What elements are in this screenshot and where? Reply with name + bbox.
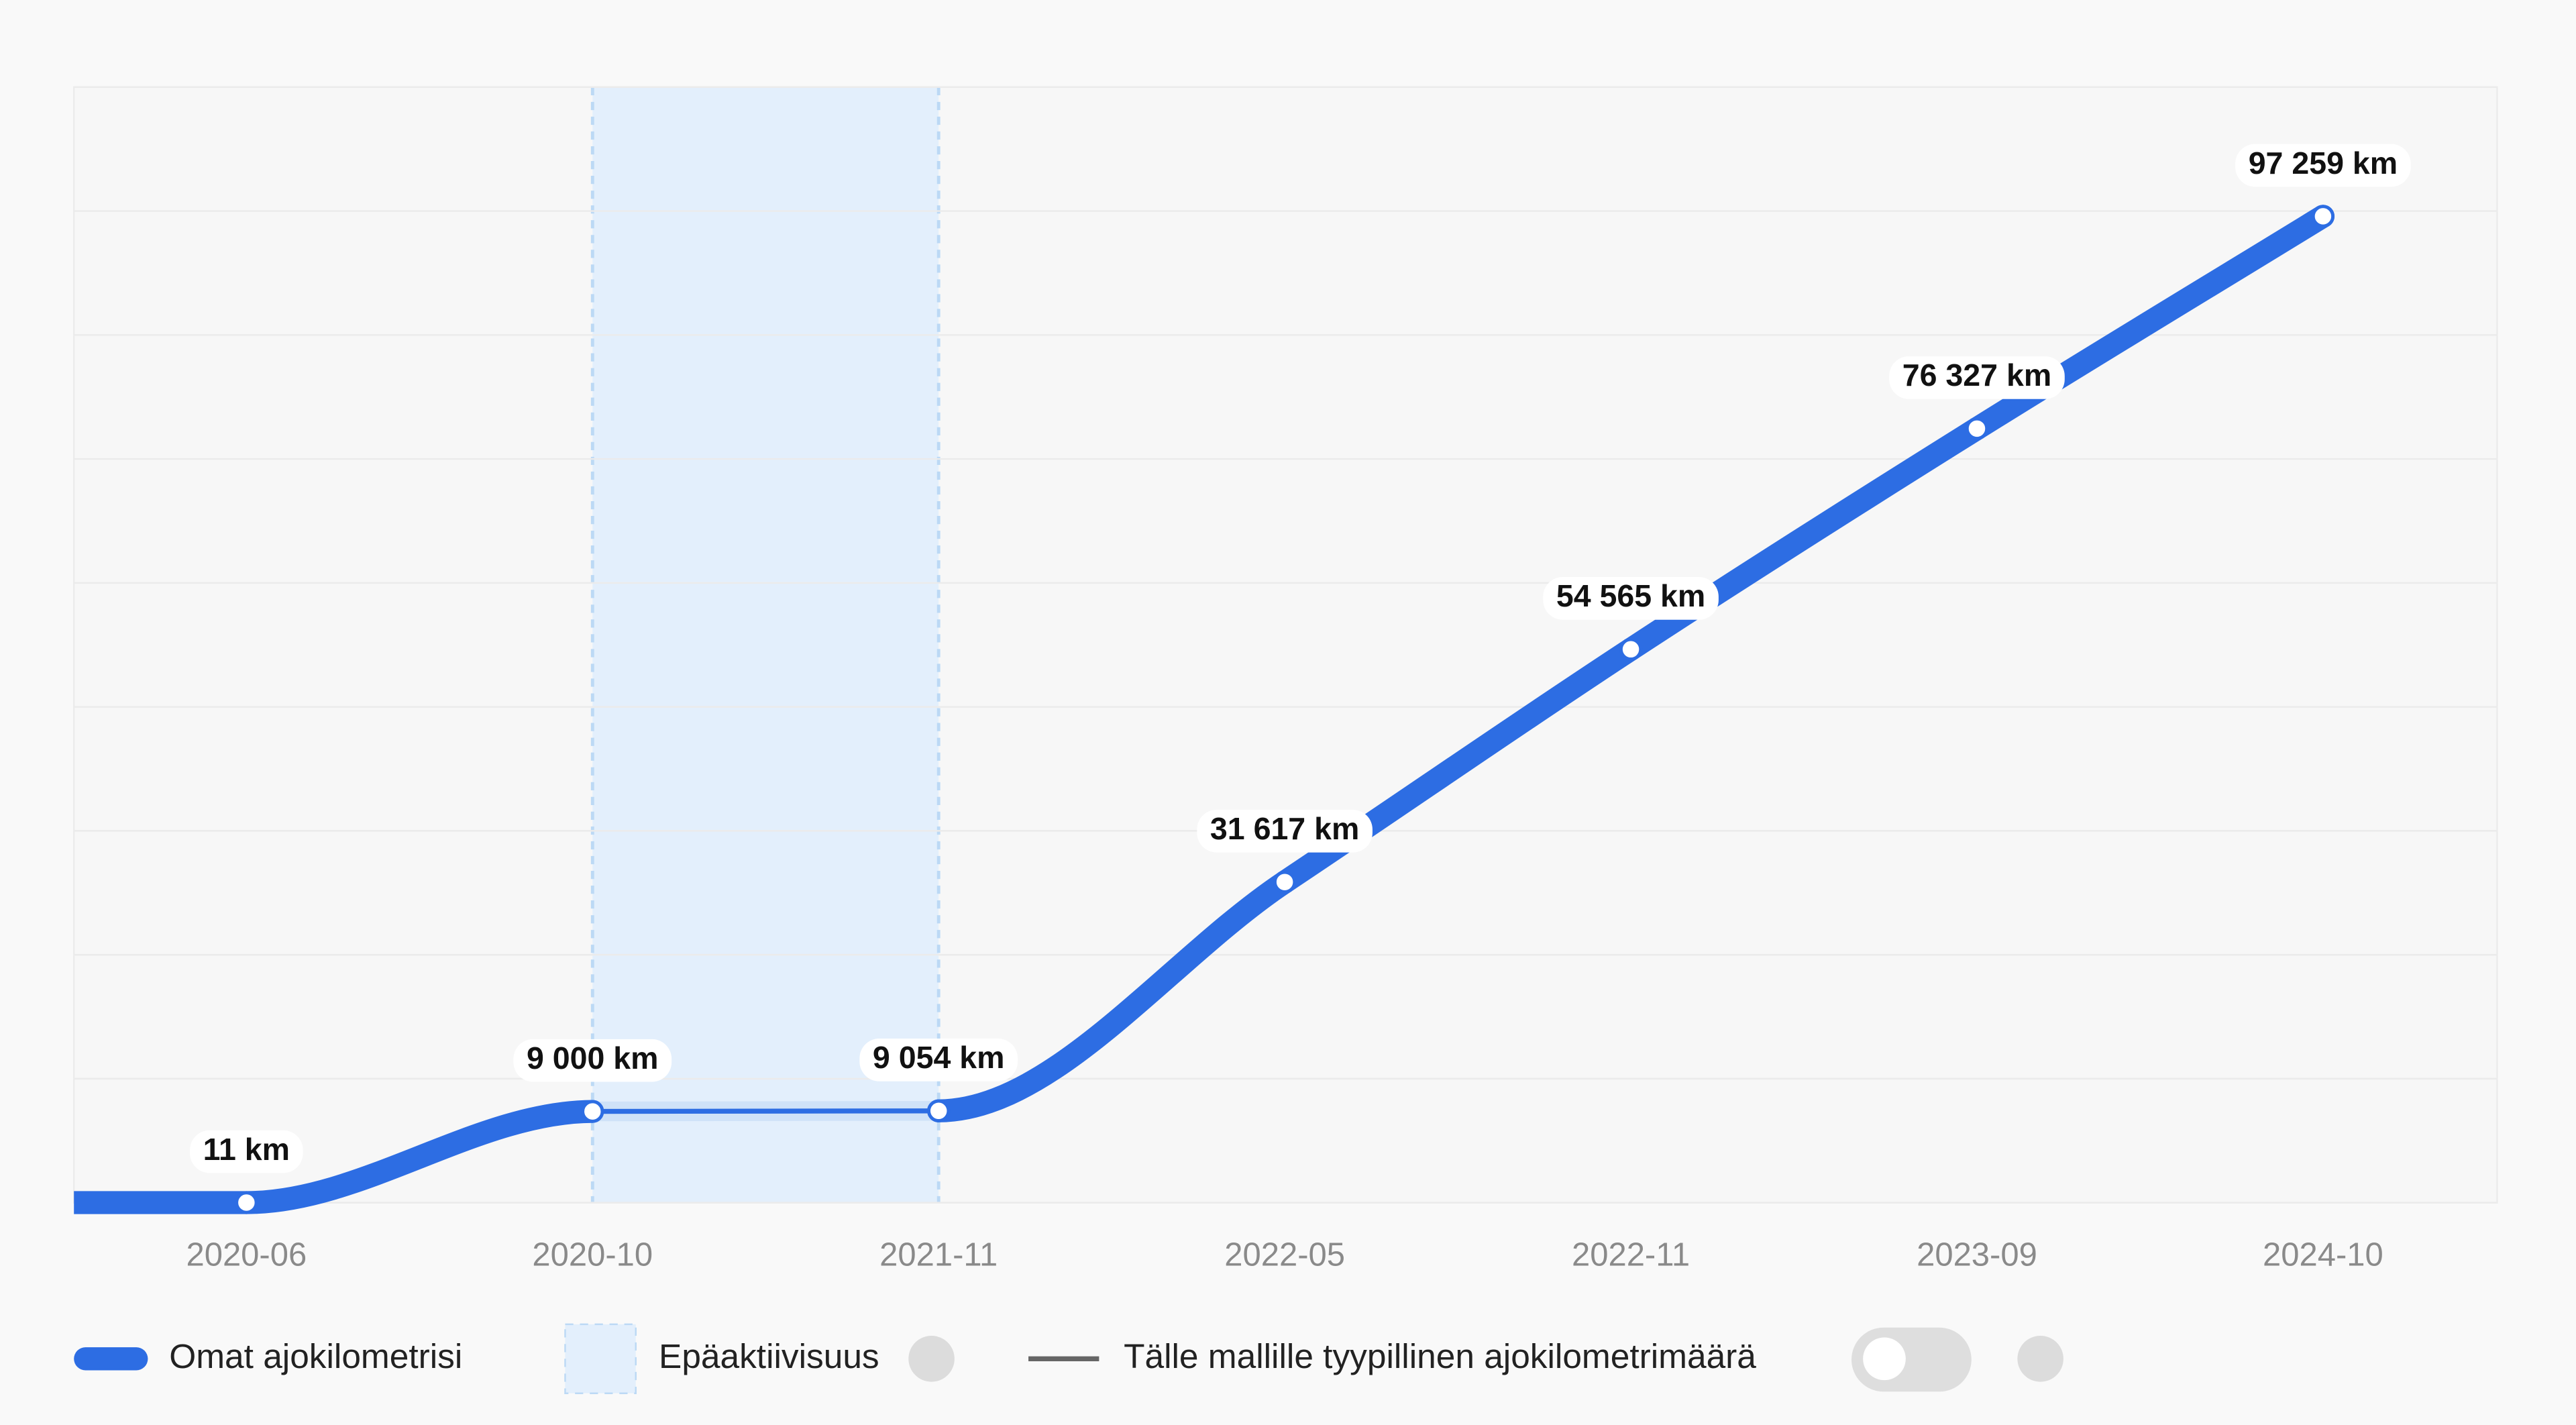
line-segment (927, 870, 1297, 1122)
value-label-bg (1197, 809, 1373, 853)
value-label-group: 9 054 km (859, 1039, 1018, 1081)
point (581, 1100, 604, 1123)
inactive-band (592, 87, 939, 1203)
value-label-bg (1543, 577, 1719, 620)
x-tick-label: 2024-10 (2263, 1236, 2383, 1273)
value-label-bg (1889, 356, 2065, 399)
value-label: 31 617 km (1210, 811, 1359, 846)
value-label-group: 9 000 km (513, 1039, 672, 1082)
help-icon[interactable] (2017, 1336, 2063, 1382)
value-label-group: 31 617 km (1197, 809, 1373, 853)
x-tick-label: 2022-11 (1572, 1236, 1690, 1273)
value-label-group: 97 259 km (2235, 144, 2411, 187)
value-label-group: 54 565 km (1543, 577, 1719, 620)
point (1965, 417, 1989, 440)
value-label-bg (859, 1039, 1018, 1081)
plot-area (72, 86, 2498, 1204)
toggle-knob (1863, 1337, 1906, 1381)
value-label: 11 km (203, 1132, 290, 1167)
x-tick-label: 2023-09 (1917, 1236, 2037, 1273)
value-label: 97 259 km (2249, 146, 2398, 180)
legend-label: Omat ajokilometrisi (169, 1336, 462, 1375)
value-label-bg (190, 1130, 303, 1173)
point (235, 1191, 258, 1214)
legend-inactive-swatch (564, 1323, 637, 1394)
point (2311, 205, 2335, 228)
legend-label: Epäaktiivisuus (659, 1336, 879, 1375)
value-label-group: 76 327 km (1889, 356, 2065, 399)
point (927, 1099, 951, 1122)
x-tick-label: 2021-11 (879, 1236, 998, 1273)
x-tick-label: 2020-06 (186, 1236, 307, 1273)
value-label: 9 054 km (873, 1040, 1005, 1075)
value-label-bg (513, 1039, 672, 1082)
value-label: 76 327 km (1902, 358, 2051, 392)
value-label-group: 11 km (190, 1130, 303, 1173)
line-segment (235, 1100, 604, 1214)
value-label: 54 565 km (1556, 578, 1705, 613)
value-label: 9 000 km (527, 1041, 659, 1075)
x-tick-label: 2022-05 (1224, 1236, 1345, 1273)
point (1619, 637, 1643, 661)
line-segment (590, 1108, 941, 1114)
legend-label: Tälle mallille tyypillinen ajokilometrim… (1124, 1336, 1756, 1375)
point (1273, 870, 1297, 894)
help-icon[interactable] (908, 1336, 955, 1382)
x-tick-label: 2020-10 (532, 1236, 653, 1273)
value-label-bg (2235, 144, 2411, 187)
